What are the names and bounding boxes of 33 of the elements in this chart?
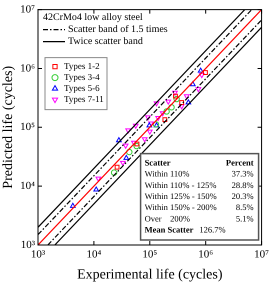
y-tick-label: 10³ [20,238,36,251]
legend-label: Twice scatter band [68,36,143,48]
legend-label: Scatter band of 1.5 times [68,24,168,36]
x-tick-label: 10⁷ [254,248,270,260]
annotation: Within 150% - 200% [144,202,217,212]
annotation: Within 125% - 150% [144,191,217,202]
y-tick-label: 10⁴ [20,180,36,192]
x-tick-label: 10⁵ [142,248,158,260]
y-axis-title: Predicted life (cycles) [1,66,16,189]
annotation: Percent [226,157,254,168]
annotation: Scatter [144,157,171,168]
annotation: 5.1% [236,213,254,224]
x-axis-title: Experimental life (cycles) [77,267,223,282]
y-tick-label: 10⁵ [20,121,36,134]
legend-label: Types 5-6 [64,82,100,93]
annotation: 8.5% [236,202,254,212]
legend-label: Types 7-11 [64,94,104,104]
legend-label: Types 1-2 [64,60,100,71]
annotation: Mean Scatter [144,224,194,235]
y-tick-label: 10⁷ [20,3,36,16]
x-tick-label: 10⁴ [86,248,102,260]
x-tick-label: 10³ [30,248,46,260]
annotation: Over 200% [144,213,190,224]
annotation: 37.3% [232,168,254,179]
y-tick-label: 10⁶ [20,62,36,74]
annotation: Within 110% [144,168,190,179]
annotation: Within 110% - 125% [144,180,216,190]
x-tick-label: 10⁶ [198,248,214,260]
annotation: 126.7% [199,224,226,235]
annotation: 20.3% [232,191,254,202]
legend-title: 42CrMo4 low alloy steel [43,12,143,24]
legend-label: Types 3-4 [64,72,100,82]
annotation: 28.8% [232,180,254,190]
